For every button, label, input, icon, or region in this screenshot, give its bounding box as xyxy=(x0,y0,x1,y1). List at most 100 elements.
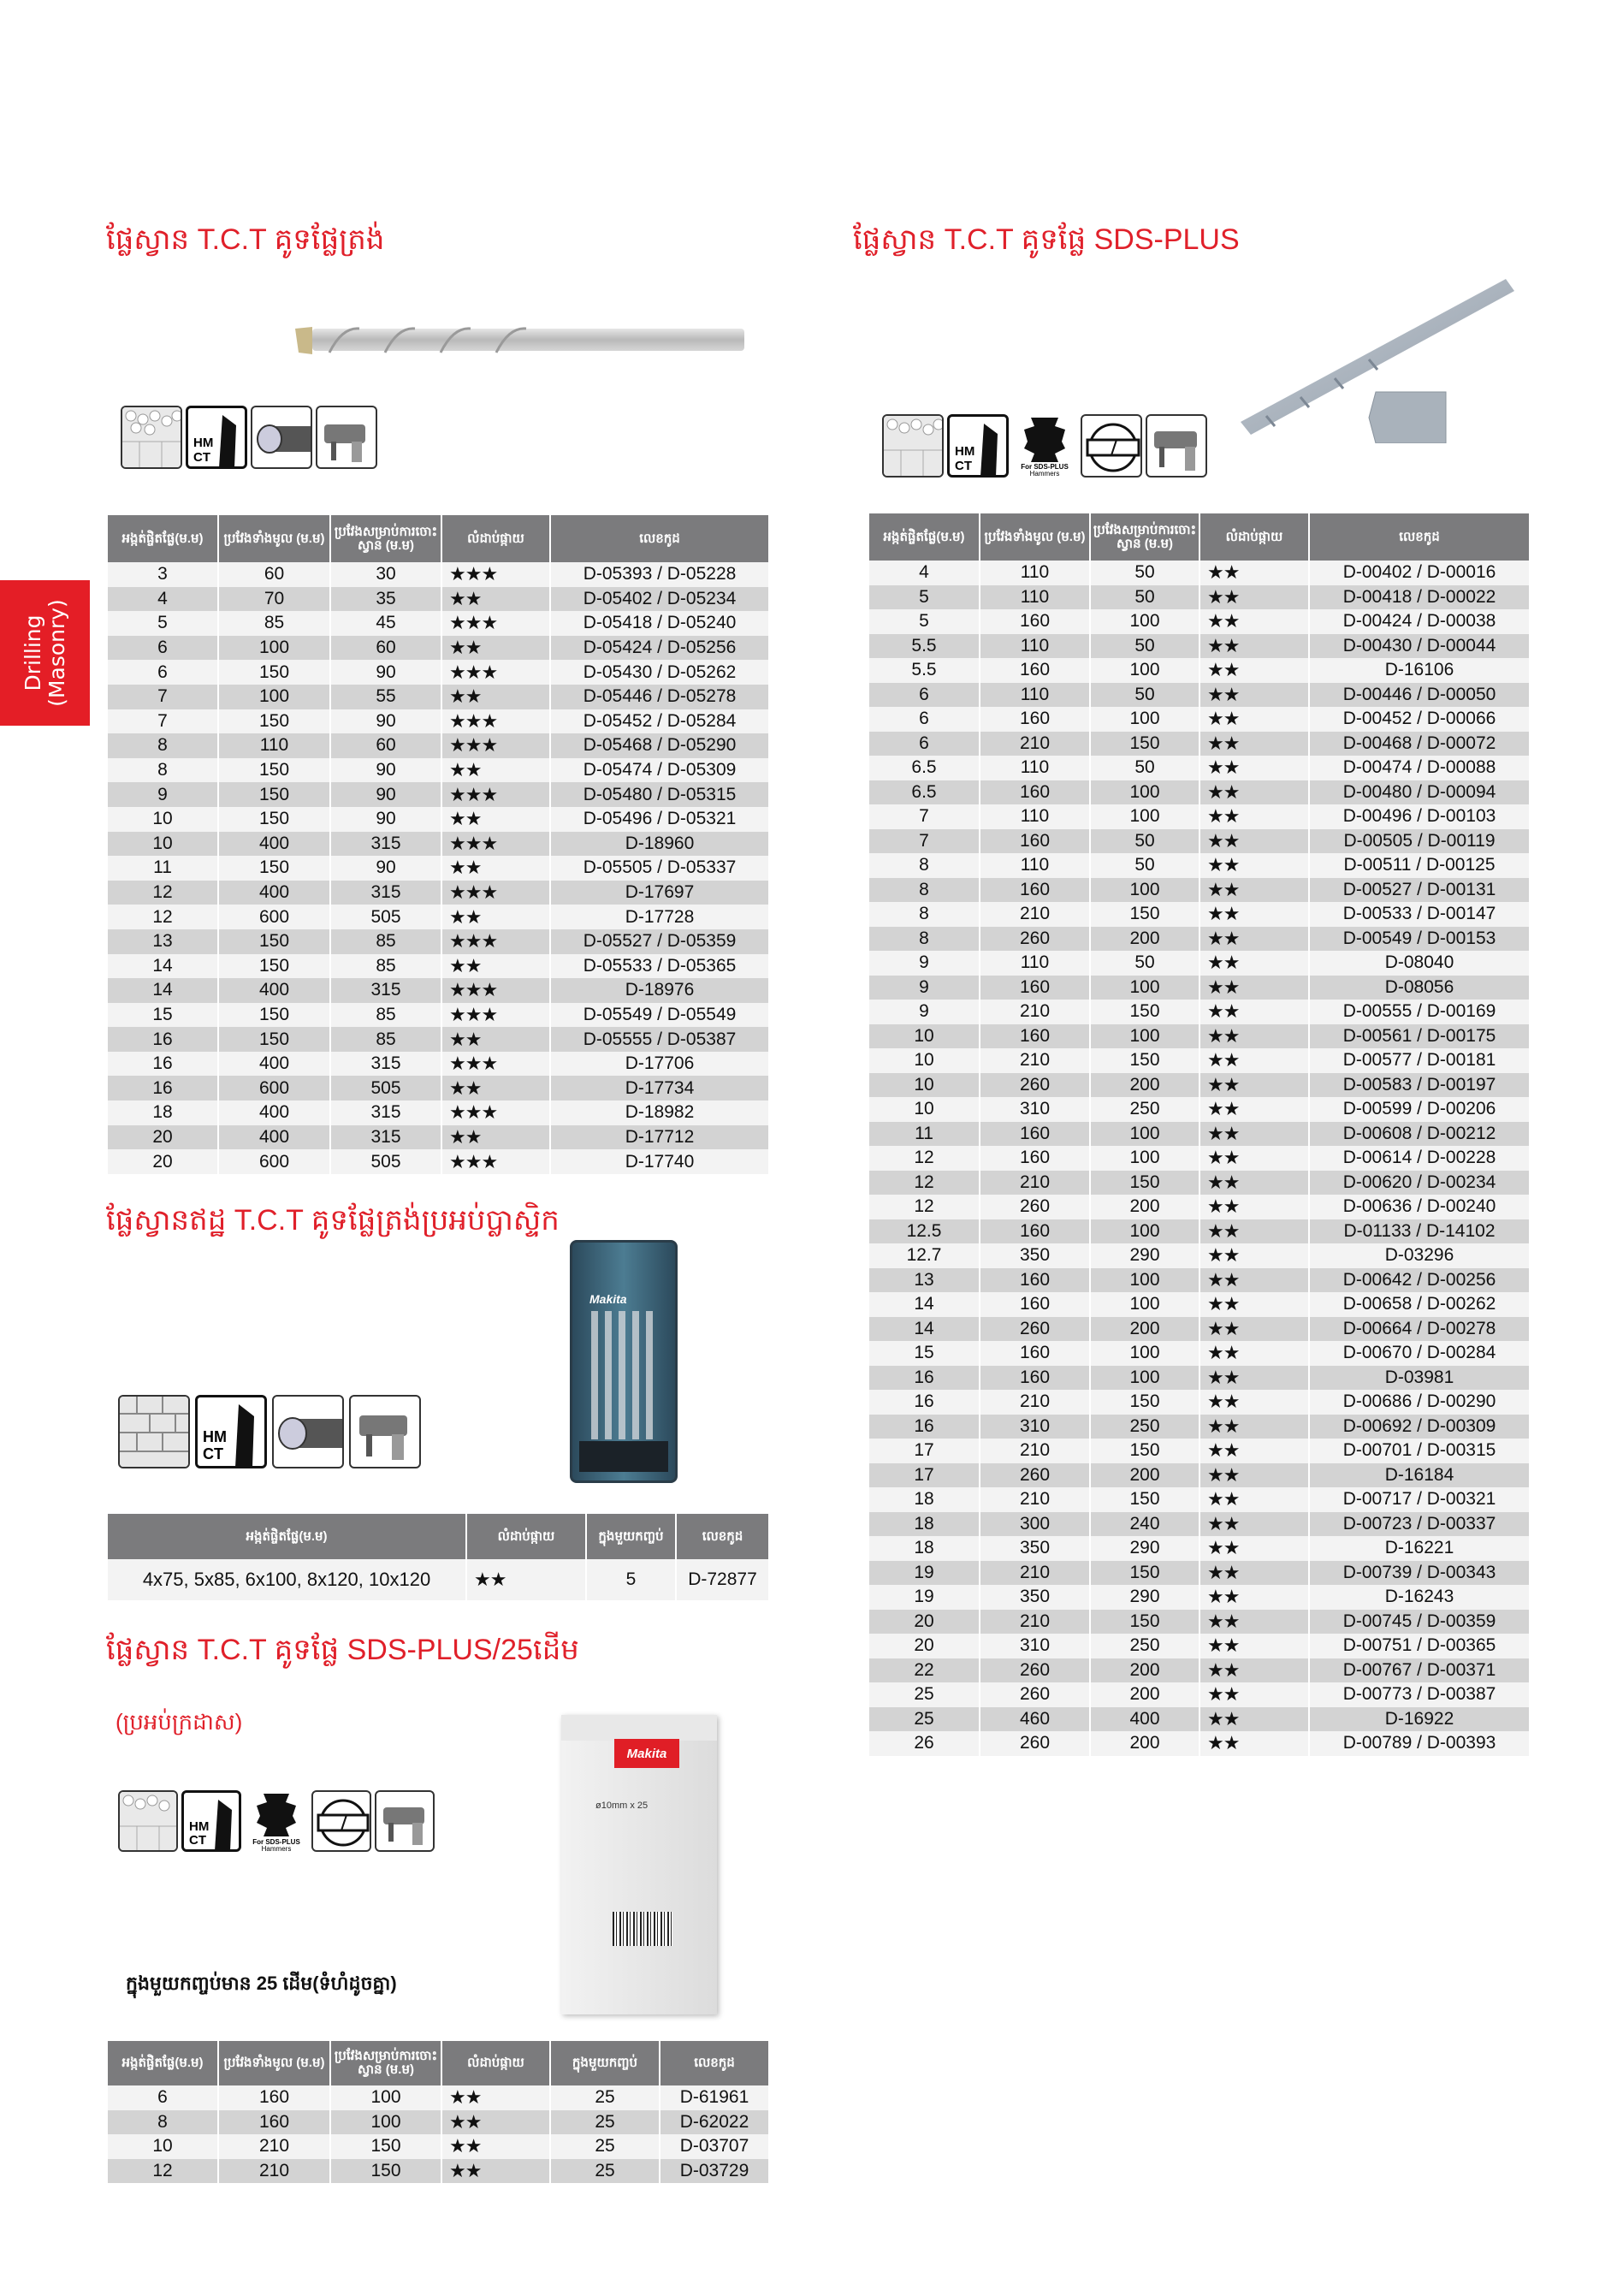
table-row: 6 150 90 ★★★ D-05430 / D-05262 xyxy=(108,660,768,685)
column-header: លេខកូដ xyxy=(675,1514,768,1559)
table-cell: D-17728 xyxy=(549,905,768,929)
table-cell: D-00614 / D-00228 xyxy=(1308,1146,1529,1171)
star-rating-cell: ★★ xyxy=(1199,1585,1309,1610)
star-rating-cell: ★★ xyxy=(1199,1097,1309,1122)
table-cell: D-00402 / D-00016 xyxy=(1308,561,1529,585)
table-row: 15 160 100 ★★ D-00670 / D-00284 xyxy=(869,1341,1529,1366)
table-cell: D-03729 xyxy=(659,2158,768,2183)
column-header: អង្កត់ផ្ចិតផ្លែ(ម.ម) xyxy=(108,515,218,562)
category-tab-drilling-masonry: Drilling (Masonry) xyxy=(0,580,90,726)
table-cell: 35 xyxy=(329,586,441,612)
table-cell: 260 xyxy=(979,1731,1090,1756)
table-cell: 150 xyxy=(1089,1000,1199,1024)
table-cell: D-05505 / D-05337 xyxy=(549,856,768,881)
table-cell: 90 xyxy=(329,660,441,685)
table-cell: 100 xyxy=(1089,780,1199,804)
star-rating-cell: ★★ xyxy=(441,635,550,661)
star-rating-cell: ★★ xyxy=(1199,926,1309,951)
table-row: 16 150 85 ★★ D-05555 / D-05387 xyxy=(108,1027,768,1052)
table-cell: 160 xyxy=(979,658,1090,683)
table-cell: 250 xyxy=(1089,1097,1199,1122)
table-cell: 12 xyxy=(108,880,218,905)
table-cell: D-00430 / D-00044 xyxy=(1308,633,1529,658)
table-row: 14 160 100 ★★ D-00658 / D-00262 xyxy=(869,1292,1529,1317)
table-row: 12 210 150 ★★ D-00620 / D-00234 xyxy=(869,1170,1529,1195)
table-cell: 100 xyxy=(1089,1023,1199,1048)
set-feature-icons-row: HM CT xyxy=(118,1395,421,1468)
table-cell: D-05549 / D-05549 xyxy=(549,1002,768,1028)
sds-plus-25pcs-table: អង្កត់ផ្ចិតផ្លែ(ម.ម) ប្រវែងទាំងមូល (ម.ម) ប… xyxy=(108,2041,768,2183)
table-cell: 100 xyxy=(1089,975,1199,1000)
table-cell: 300 xyxy=(979,1511,1090,1536)
table-row: 10 210 150 ★★ D-00577 / D-00181 xyxy=(869,1048,1529,1073)
table-cell: 100 xyxy=(1089,804,1199,829)
table-row: 13 150 85 ★★★ D-05527 / D-05359 xyxy=(108,928,768,954)
table-row: 12.7 350 290 ★★ D-03296 xyxy=(869,1243,1529,1268)
table-cell: D-05446 / D-05278 xyxy=(549,684,768,709)
table-cell: 100 xyxy=(1089,877,1199,902)
table-cell: D-17697 xyxy=(549,880,768,905)
table-cell: 9 xyxy=(869,1000,980,1024)
table-cell: 315 xyxy=(329,831,441,857)
table-row: 26 260 200 ★★ D-00789 / D-00393 xyxy=(869,1731,1529,1756)
column-header: លំដាប់ផ្កាយ xyxy=(441,2041,550,2085)
table-cell: 150 xyxy=(1089,731,1199,756)
table-cell: 90 xyxy=(329,856,441,881)
table-cell: 25 xyxy=(869,1706,980,1731)
table-cell: 150 xyxy=(217,660,330,685)
table-row: 6 160 100 ★★ 25 D-61961 xyxy=(108,2085,768,2110)
star-rating-cell: ★★ xyxy=(441,757,550,783)
table-cell: 20 xyxy=(869,1609,980,1634)
star-rating-cell: ★★ xyxy=(1199,1341,1309,1366)
star-rating-cell: ★★ xyxy=(441,1124,550,1150)
star-rating-cell: ★★ xyxy=(441,684,550,709)
table-cell: 14 xyxy=(869,1292,980,1317)
column-header: អង្កត់ផ្ចិតផ្លែ(ម.ម) xyxy=(108,2041,218,2085)
table-cell: D-05527 / D-05359 xyxy=(549,928,768,954)
table-row: 20 310 250 ★★ D-00751 / D-00365 xyxy=(869,1634,1529,1658)
table-cell: 400 xyxy=(217,1124,330,1150)
table-row: 4 70 35 ★★ D-05402 / D-05234 xyxy=(108,586,768,612)
table-cell: D-00505 / D-00119 xyxy=(1308,828,1529,853)
star-rating-cell: ★★ xyxy=(1199,658,1309,683)
pack-quantity-note: ក្នុងមួយកញ្ចប់មាន 25 ដើម(ទំហំដូចគ្នា) xyxy=(126,1973,397,1994)
table-cell: 160 xyxy=(217,2085,330,2110)
star-rating-cell: ★★★ xyxy=(441,660,550,685)
table-cell: 315 xyxy=(329,880,441,905)
table-row: 19 210 150 ★★ D-00739 / D-00343 xyxy=(869,1560,1529,1585)
table-cell: 50 xyxy=(1089,853,1199,878)
table-row: 12 260 200 ★★ D-00636 / D-00240 xyxy=(869,1195,1529,1219)
table-row: 10 400 315 ★★★ D-18960 xyxy=(108,831,768,857)
table-cell: D-18976 xyxy=(549,978,768,1003)
table-cell: 260 xyxy=(979,1658,1090,1682)
table-cell: 16 xyxy=(869,1365,980,1390)
table-row: 6 110 50 ★★ D-00446 / D-00050 xyxy=(869,682,1529,707)
table-cell: D-00583 / D-00197 xyxy=(1308,1072,1529,1097)
table-cell: 460 xyxy=(979,1706,1090,1731)
table-cell: D-00745 / D-00359 xyxy=(1308,1609,1529,1634)
sds-label-2: Hammers xyxy=(1030,470,1060,478)
table-cell: 9 xyxy=(108,782,218,807)
table-cell: D-05393 / D-05228 xyxy=(549,562,768,587)
table-row: 12 210 150 ★★ 25 D-03729 xyxy=(108,2158,768,2183)
table-cell: 85 xyxy=(329,953,441,979)
table-cell: 290 xyxy=(1089,1536,1199,1561)
table-cell: 10 xyxy=(869,1097,980,1122)
star-rating-cell: ★★ xyxy=(1199,1658,1309,1682)
star-rating-cell: ★★ xyxy=(1199,633,1309,658)
star-rating-cell: ★★ xyxy=(1199,1731,1309,1756)
star-rating-cell: ★★ xyxy=(441,2134,550,2159)
hm-label: HM xyxy=(955,444,974,459)
table-cell: 100 xyxy=(1089,707,1199,732)
table-cell: 85 xyxy=(329,928,441,954)
table-cell: 17 xyxy=(869,1462,980,1487)
straight-shank-drill-bit-image xyxy=(295,327,744,354)
table-cell: 200 xyxy=(1089,1462,1199,1487)
table-cell: 200 xyxy=(1089,1682,1199,1707)
table-cell: 150 xyxy=(217,953,330,979)
table-cell: D-17740 xyxy=(549,1149,768,1174)
star-rating-cell: ★★ xyxy=(1199,1072,1309,1097)
section-title-sds-plus-25pcs: ផ្លែស្វាន T.C.T គូទផ្លែ SDS-PLUS/25ដើម xyxy=(106,1634,579,1666)
